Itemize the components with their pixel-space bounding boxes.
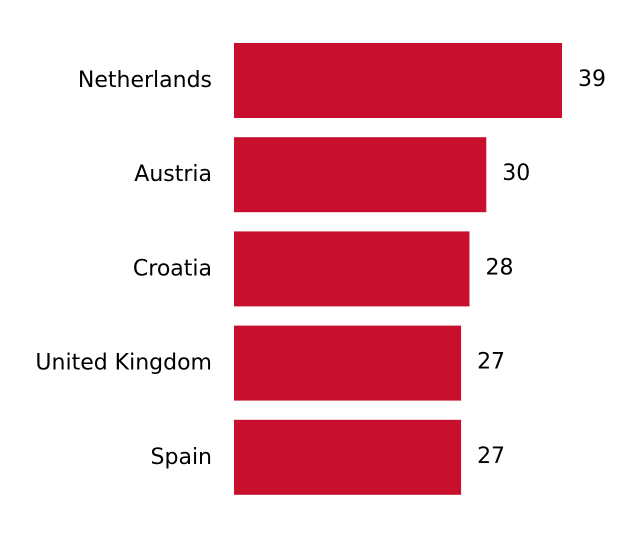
bar-croatia — [234, 231, 470, 307]
value-labels-group: 39 30 28 27 27 — [477, 67, 606, 469]
bar-austria — [234, 137, 487, 213]
value-label-united-kingdom: 27 — [477, 350, 505, 375]
bar-netherlands — [234, 43, 562, 118]
bar-united-kingdom — [234, 325, 462, 401]
category-label-netherlands: Netherlands — [78, 68, 212, 93]
category-label-spain: Spain — [151, 445, 212, 470]
category-label-united-kingdom: United Kingdom — [35, 351, 212, 376]
value-label-netherlands: 39 — [578, 67, 606, 92]
category-labels-group: Netherlands Austria Croatia United Kingdom S… — [35, 68, 212, 470]
value-label-austria: 30 — [502, 161, 530, 186]
category-label-croatia: Croatia — [133, 256, 212, 281]
bars-group — [234, 43, 562, 495]
value-label-croatia: 28 — [485, 255, 513, 280]
value-label-spain: 27 — [477, 444, 505, 469]
category-label-austria: Austria — [134, 162, 212, 187]
bar-spain — [234, 419, 462, 495]
